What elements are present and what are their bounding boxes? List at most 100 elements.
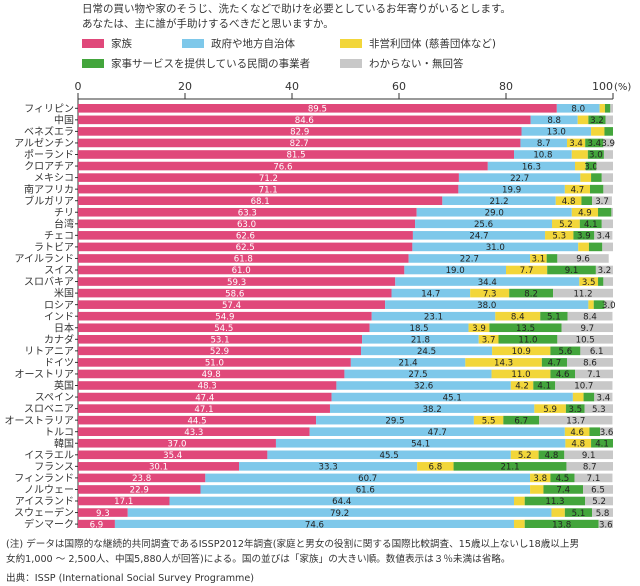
- bar-segment: [604, 300, 613, 309]
- data-label: 54.9: [215, 312, 234, 322]
- data-label: 13.7: [566, 416, 585, 426]
- data-label: 76.6: [273, 162, 292, 172]
- data-label: 3.8: [533, 474, 547, 484]
- bar-segment: [487, 161, 576, 171]
- bar-segment: [553, 288, 613, 298]
- category-label: インド: [44, 312, 74, 323]
- bar-segment: [596, 161, 613, 171]
- source-citation: 出典：ISSP (International Social Survey Pro…: [6, 573, 255, 584]
- question-line-1: 日常の買い物や家のそうじ、洗たくなどで助けを必要としているお年寄りがいるとします…: [82, 3, 511, 15]
- data-label: 57.4: [222, 301, 241, 311]
- category-label: スペイン: [35, 393, 74, 404]
- legend-swatch-private-service: [82, 59, 104, 68]
- data-label: 5.3: [552, 232, 566, 242]
- bar-segment: [547, 265, 596, 275]
- category-label: オーストリア: [15, 369, 75, 381]
- bar-segment: [583, 485, 613, 494]
- bar-segment: [591, 438, 613, 448]
- data-label: 4.1: [537, 382, 551, 392]
- footnote-line-2: 女約1,000 ～ 2,500人、中国5,880人が回答)による。国の並びは「家…: [6, 554, 511, 565]
- legend-label-nonprofit: 非営利団体 (慈善団体など): [369, 38, 497, 50]
- data-label: 53.1: [210, 336, 229, 346]
- bar-segment: [514, 150, 572, 159]
- bar-segment: [78, 450, 268, 460]
- category-label: アイスランド: [15, 496, 74, 508]
- data-label: 47.1: [194, 405, 213, 415]
- bar-segment: [492, 346, 551, 356]
- bar-segment: [600, 427, 613, 436]
- x-axis-unit: (%): [614, 82, 631, 93]
- bar-segment: [603, 184, 613, 194]
- bar-segment: [78, 473, 206, 483]
- data-label: 3.6: [600, 428, 614, 438]
- bar-segment: [78, 104, 557, 113]
- x-tick-label: 40: [285, 80, 299, 93]
- bar-segment: [503, 415, 540, 425]
- data-label: 89.5: [308, 105, 327, 115]
- category-label: ドイツ: [44, 358, 74, 369]
- bar-segment: [78, 288, 392, 298]
- data-label: 59.3: [227, 278, 246, 288]
- data-label: 21.1: [500, 463, 519, 473]
- data-label: 9.3: [96, 509, 110, 519]
- chart-legend: 家族 政府や地方自治体 非営利団体 (慈善団体など) 家事サービスを提供している…: [82, 36, 622, 70]
- bar-segment: [571, 150, 588, 159]
- data-label: 5.9: [543, 405, 557, 415]
- data-label: 29.5: [385, 416, 404, 426]
- bar-segment: [552, 219, 580, 229]
- bar-segment: [205, 473, 531, 483]
- data-label: 82.9: [290, 128, 309, 138]
- data-label: 63.0: [237, 220, 256, 230]
- bar-segment: [530, 254, 547, 263]
- bar-segment: [555, 196, 582, 205]
- category-label: イスラエル: [24, 449, 74, 461]
- bar-segment: [510, 381, 534, 390]
- bar-segment: [550, 346, 581, 356]
- bar-segment: [556, 104, 600, 113]
- data-label: 4.6: [556, 370, 570, 380]
- bar-segment: [534, 404, 566, 413]
- legend-item-unknown: わからない・無回答: [340, 56, 464, 71]
- bar-segment: [541, 358, 567, 367]
- bar-segment: [336, 381, 511, 390]
- data-label: 17.1: [114, 497, 133, 507]
- bar-segment: [530, 115, 578, 125]
- bar-segment: [565, 404, 585, 413]
- x-tick-label: 80: [499, 80, 513, 93]
- bar-segment: [530, 485, 544, 494]
- bar-segment: [514, 496, 525, 506]
- bar-segment: [602, 242, 613, 252]
- bar-segment: [417, 462, 454, 471]
- bar-segment: [458, 184, 565, 194]
- bar-segment: [78, 381, 337, 390]
- bar-segment: [566, 138, 586, 148]
- data-label: 71.2: [259, 174, 278, 184]
- data-label: 6.5: [591, 486, 605, 496]
- data-label: 7.3: [483, 289, 497, 299]
- data-label: 5.1: [572, 509, 586, 519]
- bar-segment: [78, 138, 521, 148]
- bar-segment: [583, 392, 595, 402]
- bar-segment: [78, 300, 386, 309]
- bar-segment: [78, 508, 128, 517]
- category-label: クロアチア: [24, 161, 74, 173]
- data-label: 7.1: [587, 370, 601, 380]
- data-label: 84.6: [295, 116, 314, 126]
- bar-segment: [564, 508, 593, 517]
- data-label: 32.6: [414, 382, 433, 392]
- bar-segment: [78, 519, 115, 528]
- bar-segment: [78, 438, 276, 448]
- data-label: 52.9: [210, 347, 229, 357]
- data-label: 9.7: [580, 324, 594, 334]
- bar-segment: [78, 496, 170, 506]
- legend-label-private-service: 家事サービスを提供している民間の事業者: [111, 58, 311, 70]
- data-label: 71.1: [259, 185, 278, 195]
- data-label: 21.4: [399, 359, 418, 369]
- data-label: 82.7: [290, 139, 309, 149]
- category-label: メキシコ: [34, 173, 74, 184]
- bar-segment: [594, 231, 613, 240]
- data-label: 3.4: [587, 139, 601, 149]
- data-label: 7.4: [556, 486, 570, 496]
- bar-segment: [572, 392, 584, 402]
- bar-segment: [442, 196, 556, 205]
